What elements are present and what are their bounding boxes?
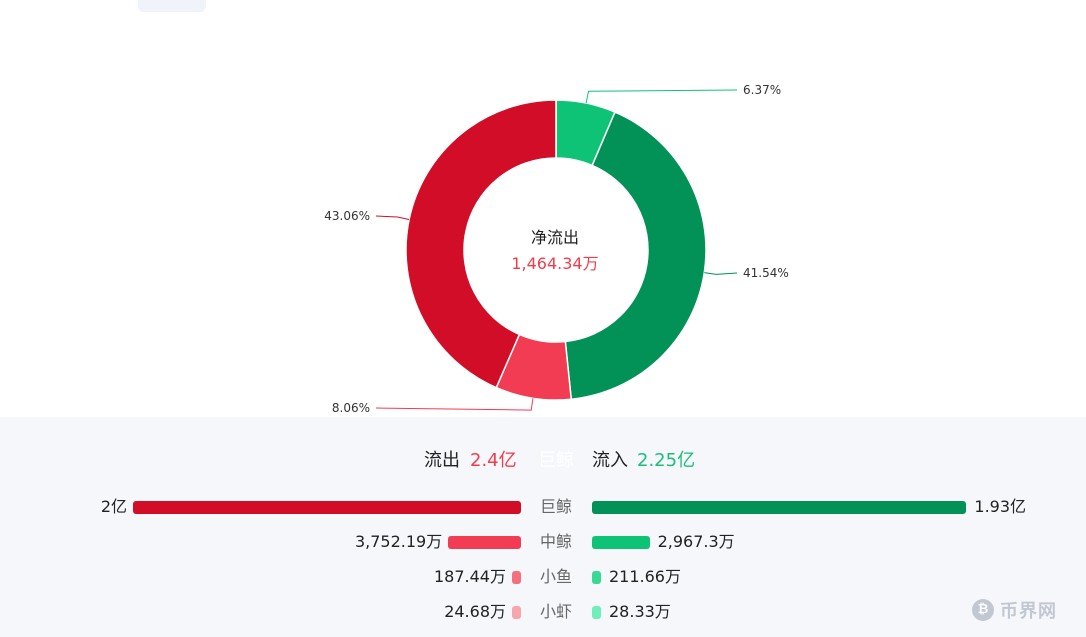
watermark: ₿ 币界网: [972, 596, 1057, 624]
outflow-bar: [133, 501, 521, 514]
flow-row: 187.44万 小鱼 211.66万: [0, 564, 1086, 590]
leader-line: [375, 398, 534, 411]
inflow-amount: 1.93亿: [974, 497, 1027, 516]
bitcoin-coin-icon: ₿: [972, 599, 994, 621]
inflow-bar: [592, 536, 650, 549]
center-title: 净流出: [530, 228, 579, 247]
leader-line: [704, 272, 738, 275]
outflow-amount: 3,752.19万: [354, 532, 443, 551]
slice-label: 41.54%: [743, 266, 789, 280]
inflow-label: 流入: [592, 450, 628, 471]
slice-label: 8.06%: [332, 401, 370, 415]
outflow-bar: [448, 536, 521, 549]
inflow-amount: 28.33万: [609, 602, 671, 621]
leader-line: [375, 215, 410, 220]
inflow-bar: [592, 571, 601, 584]
category-label: 小鱼: [540, 567, 573, 586]
outflow-amount: 187.44万: [434, 567, 506, 586]
flow-row: 24.68万 小虾 28.33万: [0, 599, 1086, 625]
middle-label: 巨鲸: [538, 450, 574, 471]
flow-row: 2亿 巨鲸 1.93亿: [0, 494, 1086, 520]
outflow-amount: 24.68万: [444, 602, 506, 621]
slice-label: 6.37%: [743, 83, 781, 97]
outflow-label: 流出: [424, 450, 460, 471]
category-label: 巨鲸: [540, 497, 573, 516]
inflow-value: 2.25亿: [637, 450, 696, 471]
flow-summary-panel: [0, 417, 1086, 637]
outflow-bar: [512, 606, 521, 619]
outflow-bar: [512, 571, 521, 584]
category-label: 小虾: [540, 602, 573, 621]
watermark-text: 币界网: [1000, 601, 1057, 622]
category-label: 中鲸: [540, 532, 573, 551]
inflow-amount: 211.66万: [609, 567, 681, 586]
center-value: 1,464.34万: [511, 254, 599, 273]
donut-slice: [405, 99, 557, 389]
flow-row: 3,752.19万 中鲸 2,967.3万: [0, 529, 1086, 555]
inflow-bar: [592, 606, 601, 619]
inflow-bar: [592, 501, 967, 514]
donut-chart: 6.37% 41.54% 8.06% 43.06%: [324, 83, 789, 415]
outflow-amount: 2亿: [100, 497, 127, 516]
inflow-amount: 2,967.3万: [657, 532, 735, 551]
top-tab[interactable]: [138, 0, 206, 12]
slice-label: 43.06%: [324, 209, 370, 223]
donut-slice: [564, 111, 707, 401]
outflow-value: 2.4亿: [470, 450, 517, 471]
leader-line: [585, 89, 738, 104]
